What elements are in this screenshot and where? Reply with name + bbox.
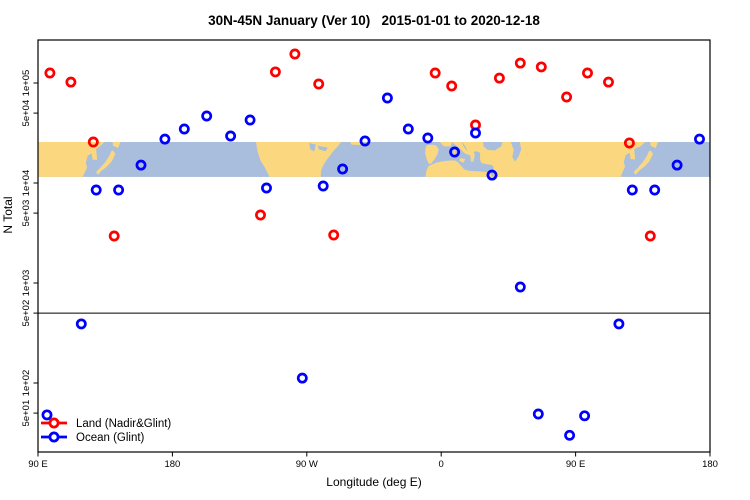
map-land-hokkaido	[112, 142, 121, 149]
ocean-data-point	[514, 281, 526, 293]
land-data-point	[429, 67, 441, 79]
ocean-data-point	[402, 123, 414, 135]
map-land-north-america	[256, 142, 342, 177]
x-tick-label: 90 E	[28, 459, 48, 470]
map-water-great-lakes-east	[318, 145, 328, 152]
map-land-honshu	[96, 150, 116, 175]
legend-ocean-label: Ocean (Glint)	[76, 432, 145, 444]
map-land-honshu-repeat	[633, 150, 653, 175]
ocean-data-point	[90, 184, 102, 196]
legend-item-land: Land (Nadir&Glint)	[41, 417, 171, 430]
land-data-point	[269, 66, 281, 78]
legend: Land (Nadir&Glint) Ocean (Glint)	[41, 417, 171, 444]
ocean-data-point	[449, 146, 461, 158]
x-axis-title: Longitude (deg E)	[326, 475, 421, 489]
world-map-band	[38, 142, 710, 177]
ocean-data-point	[41, 409, 53, 421]
land-data-point	[644, 230, 656, 242]
x-tick-label: 90 W	[296, 459, 318, 470]
x-tick-label: 180	[702, 459, 718, 470]
y-axis-ticks: 1e+05 5e+04 1e+04 5e+03 1e+03 5e+02 1e+02 5e+01	[21, 70, 38, 427]
x-axis-ticks: 90 E 180 90 W 0 90 E 180	[28, 452, 718, 470]
map-land-sicily	[459, 158, 466, 163]
ocean-data-point	[579, 410, 591, 422]
map-water-caspian-sea	[510, 142, 522, 162]
ocean-data-point	[225, 130, 237, 142]
map-land-france	[440, 142, 452, 147]
plot-border	[37, 39, 711, 453]
ocean-data-point	[296, 372, 308, 384]
ocean-data-point	[244, 114, 256, 126]
y-tick-label: 1e+05	[21, 70, 32, 97]
land-data-point	[535, 61, 547, 73]
land-data-point	[623, 137, 635, 149]
x-tick-label: 0	[439, 459, 444, 470]
ocean-data-point	[113, 184, 125, 196]
ocean-data-point	[649, 184, 661, 196]
y-tick-label: 5e+02	[21, 300, 32, 327]
ocean-data-point	[422, 132, 434, 144]
y-tick-label: 5e+01	[21, 400, 32, 427]
land-data-point	[603, 76, 614, 88]
y-tick-label: 1e+02	[21, 370, 32, 397]
y-tick-label: 1e+03	[21, 270, 32, 297]
land-data-point	[446, 80, 458, 92]
ocean-data-point	[337, 163, 349, 175]
ocean-data-point	[159, 133, 171, 145]
ocean-data-point	[470, 127, 481, 139]
map-land-asia	[38, 142, 105, 177]
ocean-data-point	[626, 184, 638, 196]
land-data-point	[255, 209, 266, 221]
ocean-data-point	[317, 180, 329, 192]
chart-title: 30N-45N January (Ver 10) 2015-01-01 to 2…	[208, 13, 540, 28]
ocean-data-point	[564, 429, 576, 441]
map-land-corsica-sardinia	[453, 147, 456, 157]
ocean-data-point	[671, 159, 683, 171]
ocean-data-point	[178, 123, 190, 135]
ocean-data-point	[613, 318, 625, 330]
x-tick-label: 90 E	[566, 459, 586, 470]
land-data-point	[313, 78, 325, 90]
y-tick-label: 5e+03	[21, 200, 32, 227]
legend-land-label: Land (Nadir&Glint)	[76, 418, 171, 430]
land-data-point	[65, 76, 77, 88]
land-data-point	[328, 229, 340, 241]
ocean-data-point	[201, 110, 213, 122]
y-tick-label: 1e+04	[21, 170, 32, 197]
map-land-iberia	[425, 144, 439, 164]
land-data-point	[514, 57, 526, 69]
ocean-data-point	[532, 408, 544, 420]
ocean-data-point	[381, 92, 393, 104]
land-data-point	[582, 67, 593, 79]
land-data-point	[108, 230, 120, 242]
data-points-layer	[41, 48, 705, 441]
ocean-data-point	[486, 169, 498, 181]
map-land-north-africa	[425, 160, 493, 177]
ocean-data-point	[135, 159, 147, 171]
map-land-eurasia	[461, 142, 646, 177]
legend-land-marker	[48, 417, 60, 429]
map-land-hokkaido-repeat	[650, 142, 659, 149]
y-tick-label: 5e+04	[21, 100, 32, 127]
land-data-point	[44, 67, 56, 79]
legend-item-ocean: Ocean (Glint)	[41, 431, 145, 444]
map-land-italy	[451, 142, 470, 156]
ocean-data-point	[359, 135, 371, 147]
x-tick-label: 180	[164, 459, 180, 470]
map-water-black-sea	[483, 142, 503, 151]
land-data-point	[87, 136, 99, 148]
legend-ocean-marker	[48, 431, 60, 443]
ocean-data-point	[75, 318, 87, 330]
land-data-point	[561, 91, 573, 103]
ocean-data-point	[694, 133, 705, 145]
ocean-data-point	[261, 182, 272, 194]
y-axis-title: N Total	[1, 196, 15, 233]
map-water-great-lakes-west	[309, 143, 316, 152]
land-data-point	[493, 72, 505, 84]
land-data-point	[289, 48, 301, 60]
